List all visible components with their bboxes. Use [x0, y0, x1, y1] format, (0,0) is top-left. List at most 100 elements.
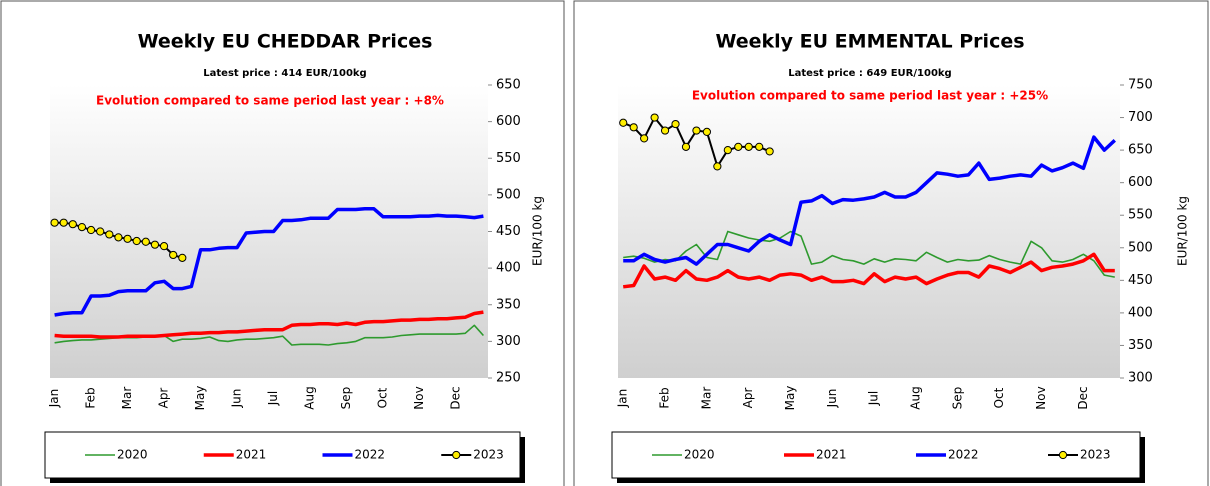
y-tick-label: 300: [1128, 371, 1153, 386]
subtitle: Latest price : 649 EUR/100kg: [788, 68, 951, 79]
x-tick-label: Oct: [376, 387, 390, 408]
y-tick-label: 550: [496, 151, 521, 166]
legend-label: 2023: [473, 448, 504, 462]
x-tick-label: Nov: [412, 386, 426, 409]
y-tick-label: 450: [1128, 273, 1153, 288]
panel: [573, 0, 1209, 486]
x-tick-label: Apr: [741, 388, 755, 409]
y-tick-label: 650: [496, 78, 521, 93]
x-tick-label: May: [193, 386, 207, 411]
annotation: Evolution compared to same period last y…: [692, 89, 1048, 103]
point: [744, 142, 753, 151]
point: [123, 234, 132, 243]
x-tick-label: Oct: [992, 387, 1006, 408]
x-tick-label: Aug: [303, 386, 317, 409]
x-tick-label: Sep: [950, 387, 964, 410]
y-axis-label: EUR/100 kg: [531, 196, 545, 266]
y-tick-label: 250: [496, 371, 521, 386]
x-tick-label: Aug: [909, 386, 923, 409]
x-tick-label: Dec: [1076, 386, 1090, 409]
point: [713, 162, 722, 171]
x-tick-label: Jan: [47, 389, 61, 409]
point: [59, 218, 68, 227]
legend-label: 2021: [816, 448, 847, 462]
point: [755, 142, 764, 151]
y-axis-label: EUR/100 kg: [1176, 196, 1190, 266]
chart-title: Weekly EU CHEDDAR Prices: [138, 31, 433, 53]
x-tick-label: Feb: [658, 387, 672, 408]
y-tick-label: 300: [496, 334, 521, 349]
x-tick-label: Jan: [616, 389, 630, 409]
y-tick-label: 350: [1128, 338, 1153, 353]
legend-label: 2020: [684, 448, 715, 462]
x-tick-label: May: [783, 386, 797, 411]
point: [159, 242, 169, 251]
x-tick-label: Jul: [867, 391, 881, 406]
point: [68, 220, 77, 229]
legend-marker: [1058, 450, 1068, 460]
y-tick-label: 400: [496, 261, 521, 276]
chart-title: Weekly EU EMMENTAL Prices: [715, 31, 1024, 53]
x-tick-label: Dec: [449, 386, 463, 409]
y-tick-label: 500: [496, 187, 521, 202]
legend-label: 2021: [236, 448, 267, 462]
legend-label: 2022: [948, 448, 979, 462]
point: [178, 253, 187, 262]
y-tick-label: 750: [1128, 78, 1153, 93]
legend-label: 2023: [1080, 448, 1111, 462]
x-tick-label: Mar: [699, 387, 713, 410]
x-tick-label: Jul: [266, 391, 280, 406]
panel: [0, 0, 565, 486]
y-tick-label: 600: [1128, 175, 1153, 190]
point: [86, 225, 96, 235]
y-tick-label: 400: [1128, 305, 1153, 320]
point: [629, 123, 638, 132]
legend: [44, 431, 521, 479]
point: [640, 134, 649, 143]
point: [141, 237, 150, 246]
point: [702, 127, 711, 136]
y-tick-label: 600: [496, 114, 521, 129]
x-tick-label: Apr: [157, 388, 171, 409]
point: [77, 223, 87, 232]
point: [765, 147, 774, 156]
x-tick-label: Sep: [339, 387, 353, 410]
x-tick-label: Nov: [1034, 386, 1048, 409]
point: [619, 118, 628, 127]
y-tick-label: 350: [496, 297, 521, 312]
point: [132, 236, 141, 246]
point: [169, 250, 178, 260]
x-tick-label: Mar: [120, 387, 134, 410]
point: [660, 126, 670, 135]
y-tick-label: 550: [1128, 208, 1153, 223]
point: [114, 233, 123, 242]
series-line: [54, 207, 484, 317]
y-tick-label: 450: [496, 224, 521, 239]
point: [723, 146, 732, 155]
point: [96, 227, 105, 236]
point: [150, 240, 160, 249]
point: [692, 126, 701, 135]
point: [50, 218, 59, 227]
legend-label: 2022: [355, 448, 386, 462]
plot-area: [618, 85, 1120, 378]
point: [734, 142, 743, 151]
point: [105, 230, 114, 239]
y-tick-label: 650: [1128, 143, 1153, 158]
point: [671, 119, 680, 129]
legend-marker: [452, 450, 461, 460]
subtitle: Latest price : 414 EUR/100kg: [203, 68, 366, 79]
legend-label: 2020: [117, 448, 148, 462]
x-tick-label: Feb: [84, 387, 98, 408]
y-tick-label: 700: [1128, 110, 1153, 125]
series-line: [622, 252, 1115, 289]
series-line: [623, 135, 1116, 266]
annotation: Evolution compared to same period last y…: [96, 94, 444, 108]
x-tick-label: Jun: [825, 389, 839, 409]
point: [650, 113, 659, 122]
point: [681, 142, 691, 151]
series-line: [54, 310, 484, 339]
x-tick-label: Jun: [230, 389, 244, 409]
y-tick-label: 500: [1128, 240, 1153, 255]
